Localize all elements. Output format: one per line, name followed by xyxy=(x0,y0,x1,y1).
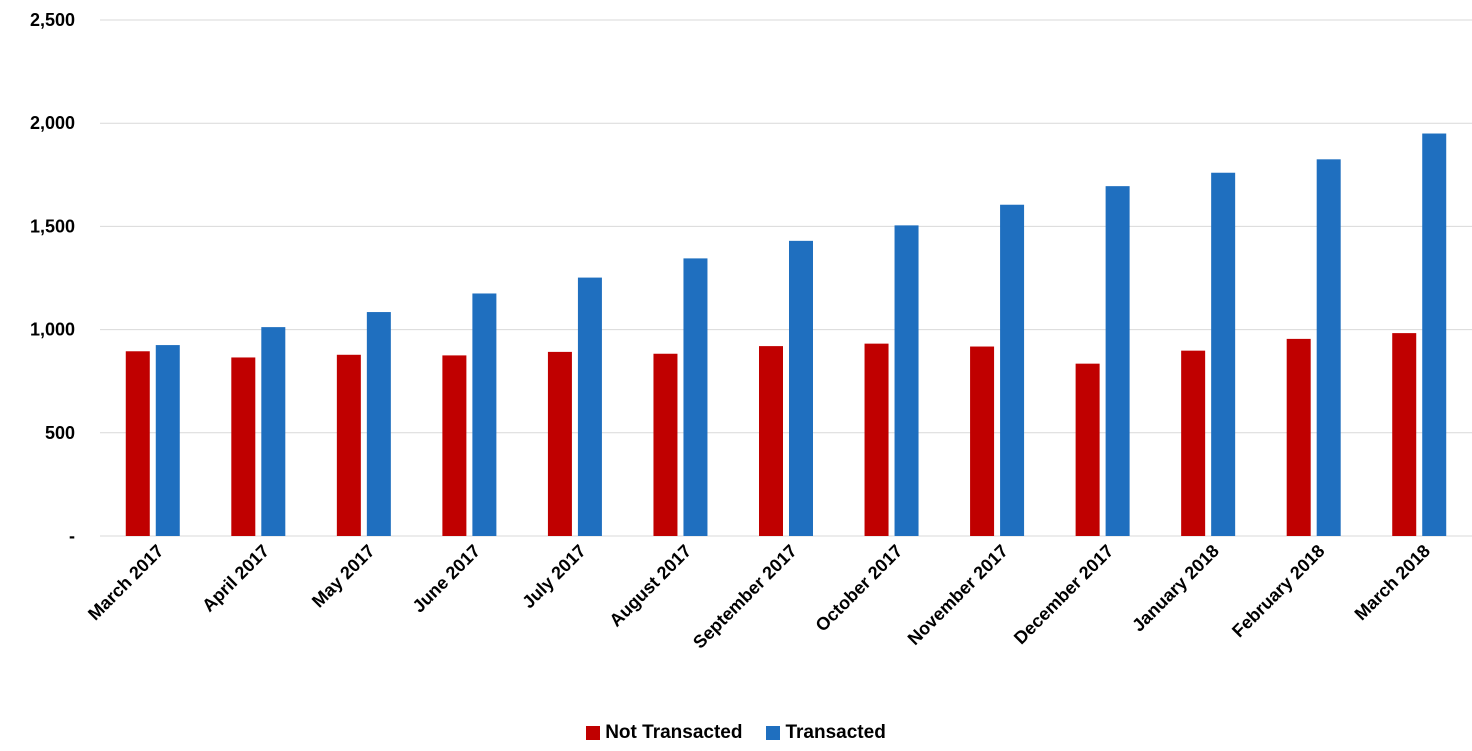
x-tick-label: March 2018 xyxy=(1351,541,1434,624)
bar-not-transacted xyxy=(1392,333,1417,536)
y-axis-tick-labels: - 500 1,000 1,500 2,000 2,500 xyxy=(30,10,75,546)
bar-not-transacted xyxy=(231,357,256,536)
bar-transacted xyxy=(683,258,708,536)
legend-label-not-transacted: Not Transacted xyxy=(605,722,743,743)
legend-swatch-transacted xyxy=(766,726,781,740)
x-tick-label: March 2017 xyxy=(84,541,167,624)
x-tick-label: February 2018 xyxy=(1228,541,1328,641)
x-tick-label: November 2017 xyxy=(904,541,1012,649)
bar-transacted xyxy=(894,225,919,537)
legend-label-transacted: Transacted xyxy=(785,722,886,743)
bar-transacted xyxy=(155,345,180,536)
y-tick-label: 2,500 xyxy=(30,10,75,30)
bar-not-transacted xyxy=(125,351,150,536)
x-tick-label: December 2017 xyxy=(1010,541,1118,649)
bar-chart: - 500 1,000 1,500 2,000 2,500 March 2017 April… xyxy=(30,10,1472,653)
y-tick-label: 1,500 xyxy=(30,216,75,236)
x-tick-label: May 2017 xyxy=(308,541,379,612)
bar-not-transacted xyxy=(1181,350,1206,536)
bar-transacted xyxy=(261,327,286,536)
x-tick-label: June 2017 xyxy=(409,541,485,617)
bar-transacted xyxy=(472,293,497,536)
y-tick-label: 500 xyxy=(45,423,75,443)
bar-transacted xyxy=(789,240,813,536)
x-tick-label: September 2017 xyxy=(689,541,801,653)
bar-not-transacted xyxy=(442,355,467,536)
bar-transacted xyxy=(366,312,391,536)
bars xyxy=(125,133,1447,537)
x-tick-label: August 2017 xyxy=(605,541,695,631)
x-tick-label: January 2018 xyxy=(1128,541,1223,636)
bar-not-transacted xyxy=(864,343,889,536)
bar-transacted xyxy=(1211,172,1236,536)
bar-not-transacted xyxy=(1075,363,1100,536)
y-tick-label: 1,000 xyxy=(30,320,75,340)
legend: Not Transacted Transacted xyxy=(0,722,1472,744)
bar-transacted xyxy=(1422,133,1447,536)
y-tick-label: 2,000 xyxy=(30,113,75,133)
legend-item-not-transacted: Not Transacted xyxy=(586,722,742,744)
bar-transacted xyxy=(577,277,602,536)
bar-not-transacted xyxy=(1286,338,1311,536)
bar-transacted xyxy=(1000,204,1025,536)
gridlines xyxy=(100,19,1472,537)
bar-not-transacted xyxy=(336,354,361,536)
bar-not-transacted xyxy=(653,353,678,536)
x-tick-label: April 2017 xyxy=(198,541,273,616)
bar-not-transacted xyxy=(547,351,572,536)
x-tick-label: July 2017 xyxy=(518,541,589,612)
bar-not-transacted xyxy=(970,346,995,536)
bar-transacted xyxy=(1105,186,1130,537)
y-tick-label: - xyxy=(69,526,75,546)
x-tick-label: October 2017 xyxy=(812,541,907,636)
legend-item-transacted: Transacted xyxy=(766,722,886,744)
x-axis-tick-labels: March 2017 April 2017 May 2017 June 2017 Jul… xyxy=(84,541,1434,653)
bar-transacted xyxy=(1316,159,1341,536)
bar-not-transacted xyxy=(759,346,783,536)
legend-swatch-not-transacted xyxy=(586,726,601,740)
